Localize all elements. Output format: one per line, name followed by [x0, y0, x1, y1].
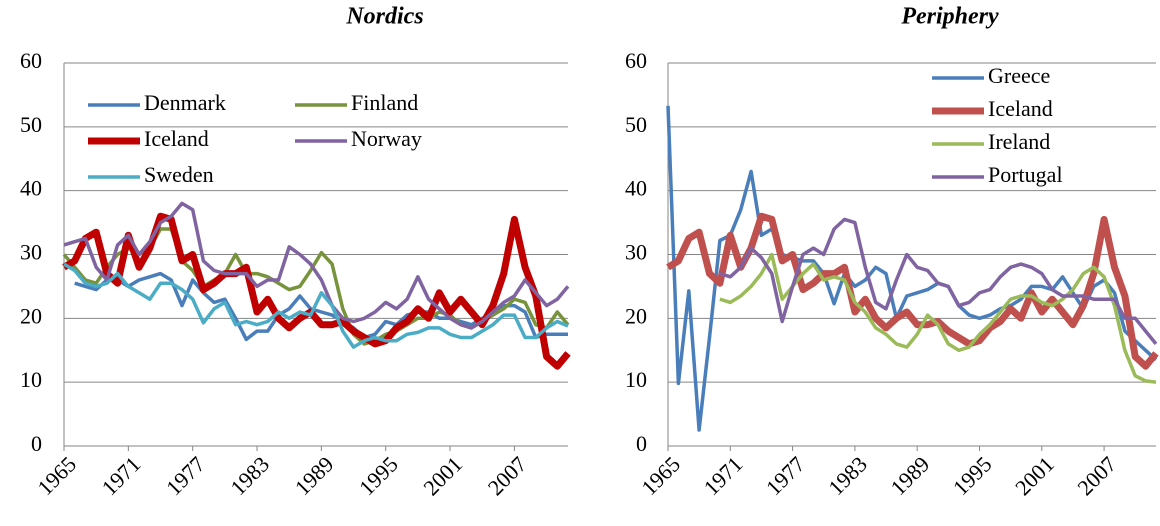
- x-tick-label: 2007: [483, 451, 532, 500]
- legend-label: Norway: [351, 126, 422, 151]
- x-tick-label: 1989: [886, 451, 935, 500]
- chart-title: Periphery: [900, 4, 999, 30]
- y-tick-label: 60: [20, 48, 42, 73]
- y-tick-label: 40: [625, 176, 647, 201]
- x-tick-label: 1965: [32, 451, 81, 500]
- legend-label: Ireland: [988, 129, 1050, 154]
- x-tick-label: 1983: [225, 451, 274, 500]
- series-line: [666, 212, 1159, 370]
- y-tick-label: 40: [20, 176, 42, 201]
- legend-label: Portugal: [988, 162, 1063, 187]
- y-tick-label: 50: [625, 112, 647, 137]
- legend-label: Finland: [351, 90, 418, 115]
- legend-label: Iceland: [988, 96, 1053, 121]
- series-line: [63, 262, 569, 349]
- y-tick-label: 0: [636, 431, 647, 456]
- legend-label: Denmark: [144, 90, 226, 115]
- x-tick-label: 1983: [823, 451, 872, 500]
- x-tick-label: 2001: [418, 451, 467, 500]
- x-tick-label: 2007: [1072, 451, 1121, 500]
- x-tick-label: 1971: [699, 451, 748, 500]
- y-tick-label: 10: [625, 367, 647, 392]
- x-tick-label: 1989: [290, 451, 339, 500]
- y-tick-label: 60: [625, 48, 647, 73]
- x-tick-label: 1971: [97, 451, 146, 500]
- x-tick-label: 1977: [761, 451, 810, 500]
- series-line: [63, 201, 570, 330]
- x-tick-label: 2001: [1010, 451, 1059, 500]
- legend-label: Greece: [988, 63, 1050, 88]
- y-tick-label: 0: [31, 431, 42, 456]
- y-tick-label: 30: [625, 240, 647, 265]
- x-tick-label: 1995: [948, 451, 997, 500]
- chart-title: Nordics: [345, 4, 423, 30]
- y-tick-label: 10: [20, 367, 42, 392]
- x-tick-label: 1995: [354, 451, 403, 500]
- x-tick-label: 1965: [636, 451, 685, 500]
- y-tick-label: 30: [20, 240, 42, 265]
- y-tick-label: 20: [625, 303, 647, 328]
- legend-label: Iceland: [144, 126, 209, 151]
- y-tick-label: 20: [20, 303, 42, 328]
- legend-label: Sweden: [144, 162, 214, 187]
- y-tick-label: 50: [20, 112, 42, 137]
- x-tick-label: 1977: [161, 451, 210, 500]
- series-line: [719, 217, 1158, 346]
